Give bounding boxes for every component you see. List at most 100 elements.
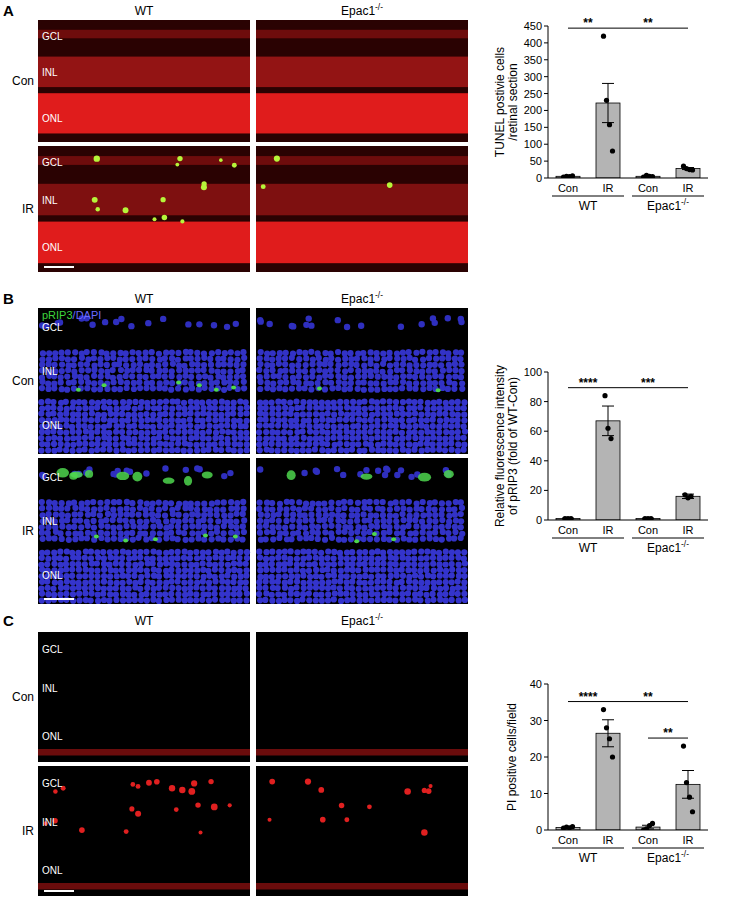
dapi-nucleus bbox=[368, 386, 374, 392]
dapi-nucleus bbox=[296, 524, 302, 530]
dapi-nucleus bbox=[322, 361, 328, 367]
dapi-nucleus bbox=[63, 411, 69, 417]
dapi-nucleus bbox=[201, 523, 207, 529]
dapi-nucleus bbox=[393, 429, 399, 435]
dapi-nucleus bbox=[393, 405, 399, 411]
dapi-nucleus bbox=[387, 355, 393, 361]
dapi-nucleus bbox=[225, 441, 231, 447]
dapi-nucleus bbox=[455, 399, 461, 405]
dapi-nucleus bbox=[83, 428, 89, 434]
dapi-nucleus bbox=[275, 441, 281, 447]
dapi-nucleus bbox=[244, 590, 250, 596]
dapi-nucleus bbox=[321, 517, 327, 523]
dapi-nucleus bbox=[306, 418, 312, 424]
dapi-nucleus bbox=[150, 424, 156, 430]
dapi-nucleus bbox=[168, 567, 174, 573]
dapi-nucleus bbox=[306, 441, 312, 447]
prip3-signal bbox=[94, 534, 99, 538]
dapi-nucleus bbox=[50, 405, 56, 411]
dapi-nucleus bbox=[195, 512, 201, 518]
dapi-nucleus bbox=[401, 535, 407, 541]
dapi-nucleus bbox=[88, 417, 94, 423]
dapi-nucleus bbox=[239, 367, 245, 373]
dapi-nucleus bbox=[375, 411, 381, 417]
dapi-nucleus bbox=[227, 369, 233, 375]
dapi-nucleus bbox=[237, 398, 243, 404]
dapi-nucleus bbox=[336, 379, 342, 385]
dapi-nucleus bbox=[181, 530, 187, 536]
dapi-nucleus bbox=[150, 417, 156, 423]
dapi-nucleus bbox=[401, 356, 407, 362]
dapi-nucleus bbox=[187, 579, 193, 585]
dapi-nucleus bbox=[293, 398, 299, 404]
dapi-nucleus bbox=[194, 399, 200, 405]
dapi-nucleus bbox=[461, 417, 467, 423]
dapi-nucleus bbox=[69, 573, 75, 579]
dapi-nucleus bbox=[156, 499, 162, 505]
dapi-nucleus bbox=[234, 362, 240, 368]
dapi-nucleus bbox=[201, 501, 207, 507]
dapi-nucleus bbox=[120, 580, 126, 586]
dapi-nucleus bbox=[344, 404, 350, 410]
dapi-nucleus bbox=[145, 404, 151, 410]
dapi-nucleus bbox=[308, 349, 314, 355]
dapi-nucleus bbox=[194, 350, 200, 356]
dapi-nucleus bbox=[137, 519, 143, 525]
dapi-nucleus bbox=[331, 549, 337, 555]
dapi-nucleus bbox=[381, 429, 387, 435]
dapi-nucleus bbox=[218, 447, 224, 453]
dapi-nucleus bbox=[393, 499, 399, 505]
dapi-nucleus bbox=[206, 585, 212, 591]
dapi-nucleus bbox=[39, 379, 45, 385]
dapi-nucleus bbox=[420, 357, 426, 363]
dapi-nucleus bbox=[120, 591, 126, 597]
dapi-nucleus bbox=[399, 441, 405, 447]
dapi-nucleus bbox=[394, 524, 400, 530]
dapi-nucleus bbox=[84, 361, 90, 367]
panel-letter: B bbox=[3, 290, 14, 307]
dapi-nucleus bbox=[220, 536, 226, 542]
dapi-nucleus bbox=[430, 417, 436, 423]
dapi-nucleus bbox=[39, 441, 45, 447]
dapi-nucleus bbox=[275, 422, 281, 428]
dapi-nucleus bbox=[430, 441, 436, 447]
dapi-nucleus bbox=[430, 315, 436, 321]
dapi-nucleus bbox=[206, 417, 212, 423]
dapi-nucleus bbox=[63, 429, 69, 435]
dapi-nucleus bbox=[183, 386, 189, 392]
dapi-nucleus bbox=[113, 435, 119, 441]
dapi-nucleus bbox=[113, 549, 119, 555]
dapi-nucleus bbox=[168, 500, 174, 506]
dapi-nucleus bbox=[39, 591, 45, 597]
dapi-nucleus bbox=[368, 349, 374, 355]
dapi-nucleus bbox=[354, 529, 360, 535]
dapi-nucleus bbox=[106, 430, 112, 436]
dapi-nucleus bbox=[75, 411, 81, 417]
prip3-signal bbox=[184, 476, 192, 486]
dapi-nucleus bbox=[224, 400, 230, 406]
dapi-nucleus bbox=[356, 417, 362, 423]
dapi-nucleus bbox=[65, 356, 71, 362]
dapi-nucleus bbox=[40, 350, 46, 356]
dapi-nucleus bbox=[237, 448, 243, 454]
dapi-nucleus bbox=[107, 585, 113, 591]
dapi-nucleus bbox=[144, 430, 150, 436]
dapi-nucleus bbox=[129, 500, 135, 506]
dapi-nucleus bbox=[175, 385, 181, 391]
tunel-spot bbox=[123, 207, 129, 213]
dapi-nucleus bbox=[38, 399, 44, 405]
dapi-nucleus bbox=[349, 435, 355, 441]
dapi-nucleus bbox=[281, 417, 287, 423]
dapi-nucleus bbox=[79, 367, 85, 373]
dapi-nucleus bbox=[119, 567, 125, 573]
layer-label: INL bbox=[42, 195, 58, 206]
dapi-nucleus bbox=[448, 447, 454, 453]
dapi-nucleus bbox=[361, 387, 367, 393]
dapi-nucleus bbox=[95, 592, 101, 598]
dapi-nucleus bbox=[313, 411, 319, 417]
dapi-nucleus bbox=[187, 349, 193, 355]
dapi-nucleus bbox=[432, 362, 438, 368]
dapi-nucleus bbox=[374, 387, 380, 393]
dapi-nucleus bbox=[316, 355, 322, 361]
dapi-nucleus bbox=[270, 529, 276, 535]
